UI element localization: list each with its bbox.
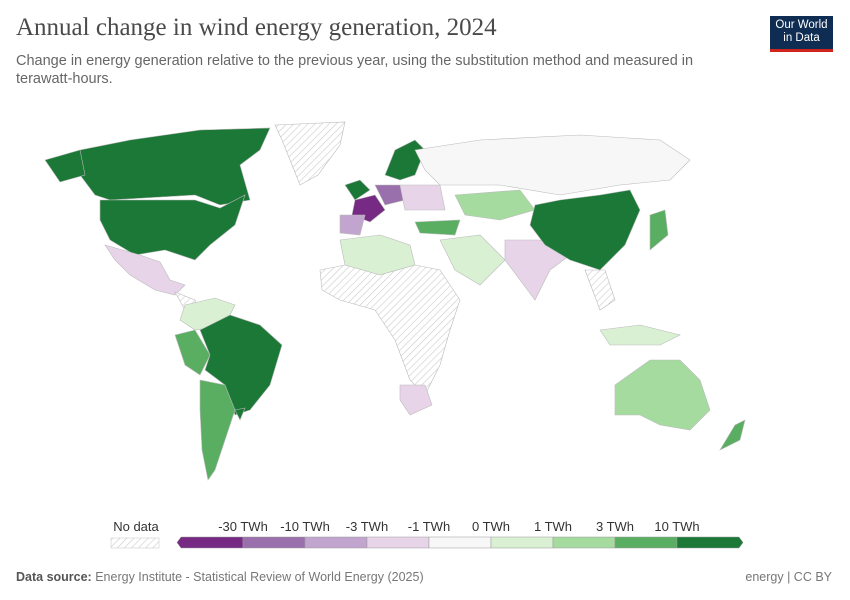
legend-tick-label: 0 TWh [472, 519, 510, 534]
legend-bin[interactable] [676, 536, 744, 549]
region-australia[interactable] [614, 359, 711, 431]
region-russia[interactable] [414, 134, 691, 196]
chart-subtitle: Change in energy generation relative to … [16, 53, 694, 87]
legend-bin[interactable] [242, 536, 306, 549]
region-uruguay[interactable] [234, 407, 246, 421]
legend-tick-label: 1 TWh [534, 519, 572, 534]
region-iberia[interactable] [339, 214, 366, 236]
region-peru[interactable] [174, 329, 211, 376]
source-label: Data source: [16, 570, 92, 584]
legend-bin[interactable] [614, 536, 678, 549]
footer-license[interactable]: energy | CC BY [745, 570, 832, 584]
region-japan[interactable] [649, 209, 669, 251]
region-africa[interactable] [319, 264, 461, 396]
footer-source: Data source: Energy Institute - Statisti… [16, 570, 424, 584]
legend-bin[interactable] [366, 536, 430, 549]
region-eastern-europe[interactable] [399, 184, 446, 211]
region-china[interactable] [529, 189, 641, 271]
legend-tick-label: 10 TWh [654, 519, 699, 534]
legend-tick-label: -3 TWh [346, 519, 388, 534]
region-brazil[interactable] [199, 314, 283, 416]
chart-title: Annual change in wind energy generation,… [16, 14, 497, 41]
legend-bin[interactable] [304, 536, 368, 549]
legend-tick-label: -1 TWh [408, 519, 450, 534]
region-middle-east[interactable] [439, 234, 506, 286]
legend-no-data-label: No data [113, 519, 159, 534]
legend-tick-label: -30 TWh [218, 519, 268, 534]
region-western-europe[interactable] [344, 179, 371, 201]
region-canada[interactable] [54, 127, 271, 206]
legend-tick-label: 3 TWh [596, 519, 634, 534]
region-greenland[interactable] [274, 121, 346, 186]
region-usa[interactable] [99, 194, 246, 261]
region-argentina-chile[interactable] [199, 379, 236, 481]
legend-bin[interactable] [428, 536, 492, 549]
owid-logo[interactable]: Our World in Data [770, 16, 833, 52]
legend-bin[interactable] [490, 536, 554, 549]
logo-text: Our World in Data [775, 19, 828, 44]
legend: No data -30 TWh -10 TWh -3 TWh -1 TWh 0 TWh 1… [110, 519, 744, 549]
region-kazakhstan[interactable] [454, 189, 536, 221]
source-text[interactable]: Energy Institute - Statistical Review of… [95, 570, 424, 584]
region-south-africa[interactable] [399, 384, 433, 416]
region-indonesia[interactable] [599, 324, 681, 346]
region-alaska[interactable] [44, 149, 86, 183]
region-new-zealand[interactable] [719, 419, 746, 451]
legend-tick-label: -10 TWh [280, 519, 330, 534]
legend-no-data-swatch [110, 537, 160, 549]
legend-bin[interactable] [552, 536, 616, 549]
legend-bin[interactable] [176, 536, 244, 549]
region-turkey[interactable] [414, 219, 461, 236]
world-map [44, 121, 746, 481]
region-scandinavia[interactable] [384, 139, 426, 181]
region-southeast-asia[interactable] [584, 269, 616, 311]
region-mexico[interactable] [104, 244, 186, 296]
